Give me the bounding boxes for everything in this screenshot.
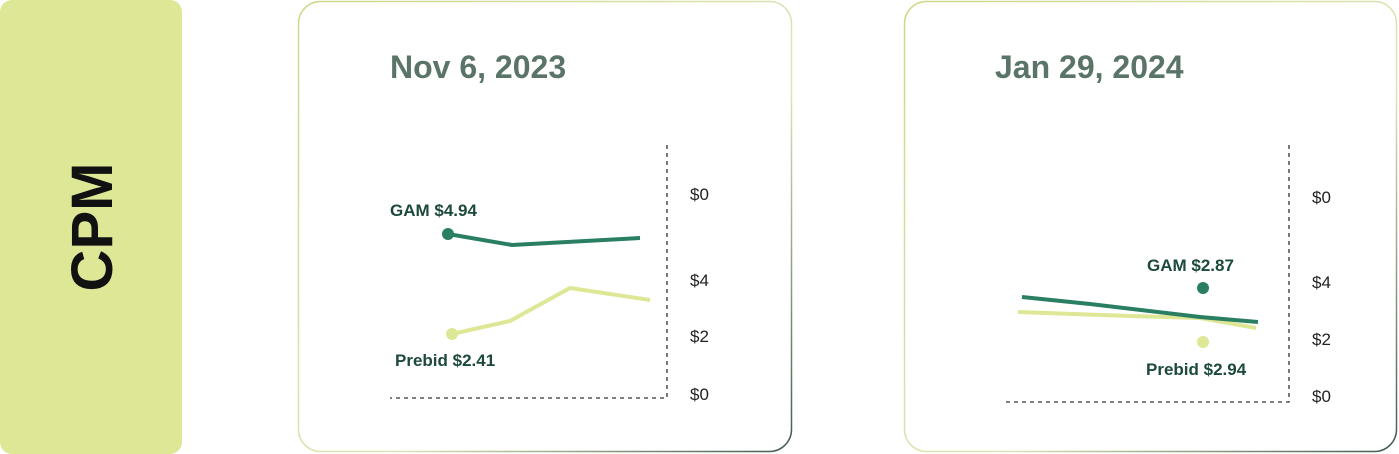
prebid-line <box>1017 310 1257 330</box>
prebid-dot <box>446 328 458 340</box>
gam-line <box>447 232 641 248</box>
prebid-line <box>451 285 651 336</box>
axis-label: $2 <box>690 327 709 346</box>
card-title: Jan 29, 2024 <box>995 49 1184 85</box>
axis-label: $0 <box>1312 387 1331 406</box>
sidebar-label: CPM <box>60 163 125 292</box>
prebid-label: Prebid $2.94 <box>1146 360 1247 379</box>
gam-label: GAM $2.87 <box>1147 256 1234 275</box>
axis-label: $0 <box>690 385 709 404</box>
gam-label: GAM $4.94 <box>390 201 477 220</box>
prebid-dot <box>1197 336 1209 348</box>
gam-dot <box>442 228 454 240</box>
axis <box>1005 145 1290 403</box>
axis-label: $2 <box>1312 330 1331 349</box>
gam-dot <box>1197 282 1209 294</box>
axis-label: $0 <box>1312 188 1331 207</box>
prebid-label: Prebid $2.41 <box>395 351 495 370</box>
axis-label: $4 <box>1312 273 1331 292</box>
sidebar <box>0 0 182 454</box>
card-title: Nov 6, 2023 <box>390 49 566 85</box>
axis-label: $0 <box>690 185 709 204</box>
gam-line <box>1021 295 1259 324</box>
axis-label: $4 <box>690 271 709 290</box>
card <box>903 0 1398 453</box>
card <box>297 0 793 453</box>
